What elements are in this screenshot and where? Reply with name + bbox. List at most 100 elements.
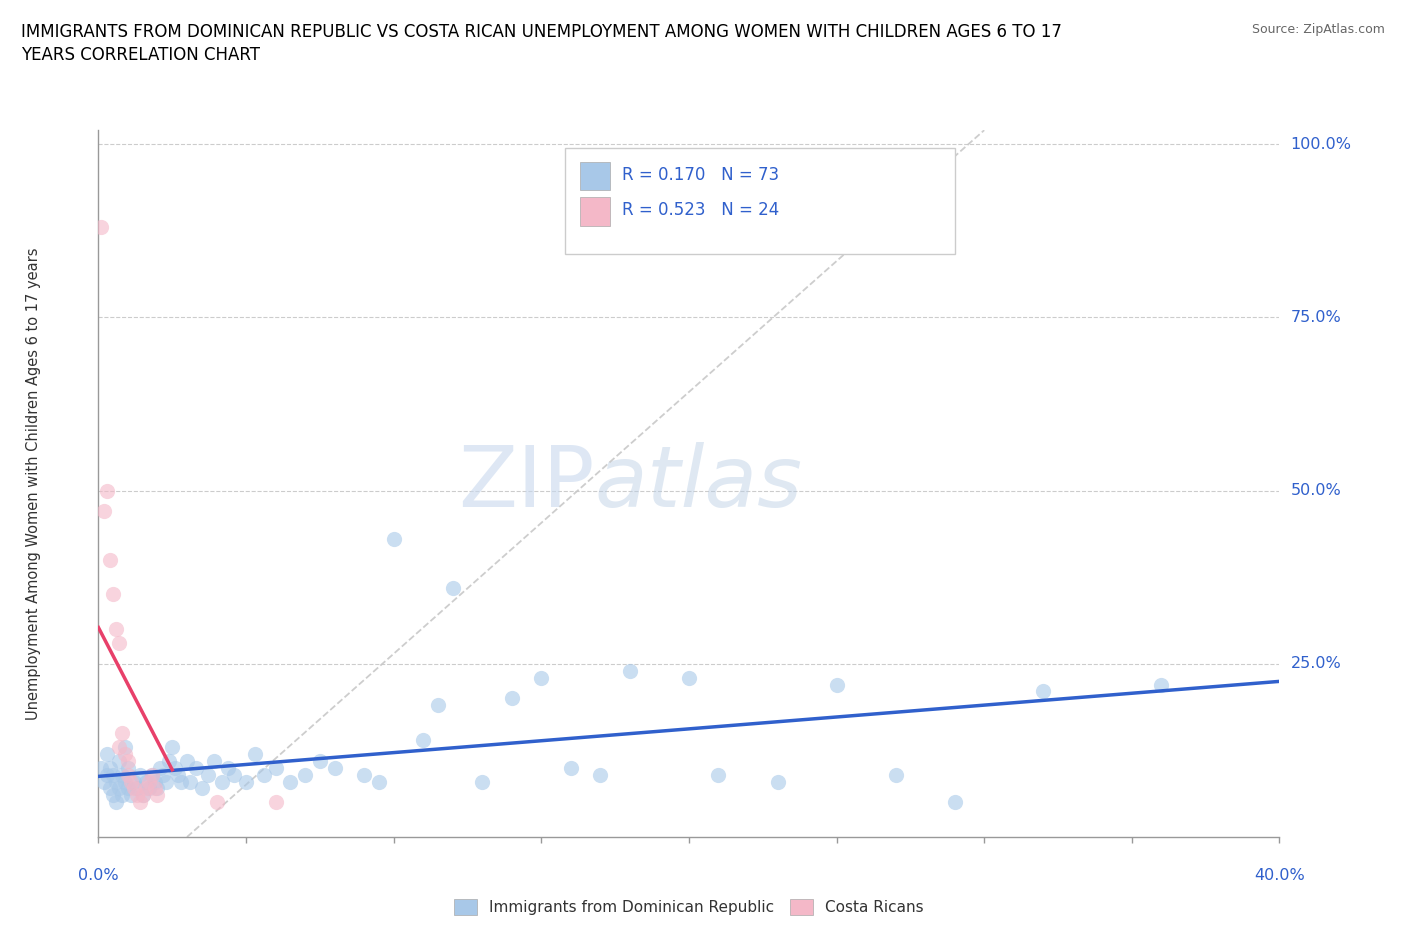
Point: [143, 774, 166, 789]
Point: [122, 774, 145, 789]
Point: [191, 781, 214, 796]
Text: 50.0%: 50.0%: [1291, 483, 1341, 498]
Point: [560, 760, 582, 775]
Point: [155, 774, 177, 789]
Point: [103, 587, 125, 602]
Point: [146, 788, 169, 803]
Point: [93, 774, 115, 789]
Point: [111, 788, 134, 803]
FancyBboxPatch shape: [581, 197, 610, 226]
Text: IMMIGRANTS FROM DOMINICAN REPUBLIC VS COSTA RICAN UNEMPLOYMENT AMONG WOMEN WITH : IMMIGRANTS FROM DOMINICAN REPUBLIC VS CO…: [21, 23, 1062, 41]
Point: [135, 774, 157, 789]
Point: [105, 795, 128, 810]
Point: [152, 767, 174, 782]
Point: [825, 677, 848, 692]
Point: [108, 753, 131, 768]
Point: [96, 747, 118, 762]
Text: 100.0%: 100.0%: [1291, 137, 1351, 152]
Point: [202, 753, 225, 768]
Point: [98, 552, 121, 567]
Point: [105, 774, 128, 789]
Point: [146, 781, 169, 796]
Point: [120, 774, 142, 789]
Point: [122, 781, 145, 796]
Point: [707, 767, 730, 782]
Point: [114, 739, 136, 754]
Point: [141, 767, 163, 782]
Point: [125, 788, 148, 803]
Point: [441, 580, 464, 595]
Point: [111, 767, 134, 782]
Point: [1150, 677, 1173, 692]
Point: [111, 725, 134, 740]
Point: [264, 760, 287, 775]
Point: [382, 532, 405, 547]
Legend: Immigrants from Dominican Republic, Costa Ricans: Immigrants from Dominican Republic, Cost…: [449, 893, 929, 922]
Point: [217, 760, 239, 775]
Point: [162, 739, 183, 754]
Point: [120, 788, 142, 803]
Point: [884, 767, 907, 782]
Text: R = 0.523   N = 24: R = 0.523 N = 24: [621, 201, 779, 219]
Point: [589, 767, 612, 782]
Text: atlas: atlas: [595, 442, 803, 525]
Point: [149, 760, 172, 775]
Point: [108, 635, 131, 650]
Point: [96, 483, 118, 498]
Text: R = 0.170   N = 73: R = 0.170 N = 73: [621, 166, 779, 184]
Point: [108, 739, 131, 754]
Point: [157, 753, 180, 768]
Point: [128, 795, 150, 810]
Point: [117, 781, 139, 796]
Point: [323, 760, 346, 775]
Point: [353, 767, 375, 782]
Point: [170, 774, 193, 789]
Point: [766, 774, 789, 789]
Point: [117, 753, 139, 768]
Text: ZIP: ZIP: [458, 442, 595, 525]
Point: [530, 671, 553, 685]
Point: [368, 774, 391, 789]
Point: [125, 781, 148, 796]
Point: [197, 767, 219, 782]
Point: [165, 760, 187, 775]
Point: [114, 774, 136, 789]
Point: [138, 781, 160, 796]
Point: [678, 671, 700, 685]
FancyBboxPatch shape: [565, 148, 955, 254]
Point: [264, 795, 287, 810]
Point: [211, 774, 233, 789]
Point: [132, 788, 155, 803]
Point: [253, 767, 276, 782]
Point: [224, 767, 246, 782]
Point: [105, 621, 128, 636]
Point: [98, 781, 121, 796]
FancyBboxPatch shape: [581, 162, 610, 191]
Point: [103, 767, 125, 782]
Point: [412, 733, 434, 748]
Point: [132, 788, 155, 803]
Point: [143, 781, 166, 796]
Point: [176, 753, 198, 768]
Text: 0.0%: 0.0%: [79, 868, 118, 883]
Point: [108, 781, 131, 796]
Point: [141, 767, 163, 782]
Point: [278, 774, 302, 789]
Point: [138, 774, 160, 789]
Point: [93, 504, 115, 519]
Point: [943, 795, 966, 810]
Text: 40.0%: 40.0%: [1254, 868, 1305, 883]
Point: [619, 663, 641, 678]
Point: [90, 219, 112, 234]
Point: [243, 747, 266, 762]
Point: [90, 760, 112, 775]
Point: [117, 767, 139, 782]
Point: [98, 760, 121, 775]
Text: Unemployment Among Women with Children Ages 6 to 17 years: Unemployment Among Women with Children A…: [25, 247, 41, 720]
Text: 75.0%: 75.0%: [1291, 310, 1341, 325]
Text: 25.0%: 25.0%: [1291, 657, 1341, 671]
Point: [179, 774, 201, 789]
Point: [1032, 684, 1054, 699]
Point: [135, 781, 157, 796]
Text: YEARS CORRELATION CHART: YEARS CORRELATION CHART: [21, 46, 260, 63]
